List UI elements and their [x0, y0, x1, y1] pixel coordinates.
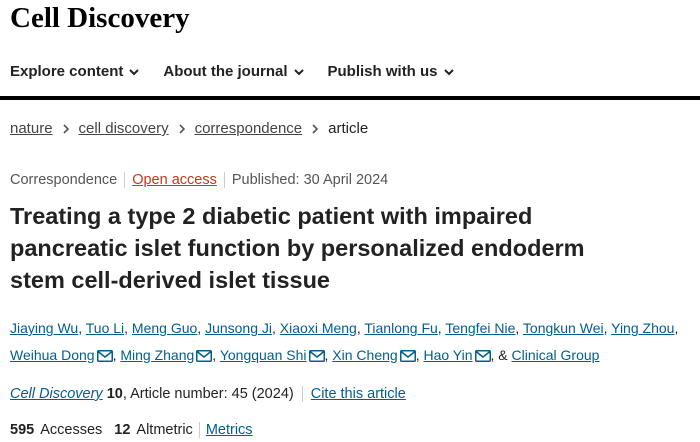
- author-link[interactable]: Weihua Dong: [10, 347, 95, 363]
- divider: [0, 96, 700, 100]
- email-icon: [308, 350, 325, 362]
- author: Meng Guo: [132, 320, 201, 336]
- author-list: Jiaying Wu Tuo Li Meng Guo Junsong Ji Xi…: [10, 315, 700, 369]
- author: Ying Zhou: [611, 320, 678, 336]
- article-title: Treating a type 2 diabetic patient with …: [10, 203, 585, 293]
- open-access-link[interactable]: Open access: [124, 172, 224, 188]
- author: Tongkun Wei: [523, 320, 608, 336]
- altmetric-count: 12: [114, 422, 131, 438]
- accesses-label: Accesses: [40, 422, 103, 438]
- article-number: , Article number: 45 (2024): [122, 386, 294, 402]
- breadcrumb-link[interactable]: nature: [10, 120, 53, 137]
- author-link[interactable]: Meng Guo: [131, 320, 198, 336]
- cite-link[interactable]: Cite this article: [301, 386, 406, 402]
- metrics: 595 Accesses 12 Altmetric Metrics: [10, 422, 253, 438]
- article-meta: Correspondence Open access Published: 30…: [10, 172, 395, 188]
- site-title[interactable]: Cell Discovery: [10, 2, 190, 34]
- author-link[interactable]: Yongquan Shi: [219, 347, 307, 363]
- author-link[interactable]: Junsong Ji: [205, 320, 273, 336]
- chevron-down: [443, 68, 454, 75]
- author: Tianlong Fu: [364, 320, 441, 336]
- nav-label[interactable]: About the journal: [163, 63, 288, 80]
- article-type: Correspondence: [10, 172, 118, 188]
- author: Xiaoxi Meng: [280, 320, 361, 336]
- chevron-right: [179, 123, 185, 134]
- citation: Cell Discovery 10, Article number: 45 (2…: [10, 386, 406, 402]
- author: Hao Yin: [423, 347, 494, 363]
- author-link[interactable]: Jiaying Wu: [10, 320, 79, 336]
- author: Weihua Dong: [10, 347, 116, 363]
- accesses-count: 595: [10, 422, 35, 438]
- journal-link[interactable]: Cell Discovery: [10, 386, 103, 402]
- author-link[interactable]: Xiaoxi Meng: [279, 320, 357, 336]
- volume: 10: [106, 386, 123, 402]
- group-joiner: &: [498, 347, 508, 363]
- nav-label[interactable]: Publish with us: [327, 63, 438, 80]
- breadcrumb-link[interactable]: cell discovery: [78, 120, 169, 137]
- author: Jiaying Wu: [10, 320, 82, 336]
- chevron-down: [129, 68, 140, 75]
- author-link[interactable]: Hao Yin: [423, 347, 473, 363]
- email-icon: [399, 350, 416, 362]
- nav-item[interactable]: Publish with us: [328, 63, 454, 80]
- author-link[interactable]: Ying Zhou: [611, 320, 675, 336]
- author: Xin Cheng: [332, 347, 419, 363]
- nav-label[interactable]: Explore content: [10, 63, 124, 80]
- email-icon: [196, 350, 213, 362]
- author: Yongquan Shi: [220, 347, 329, 363]
- chevron-right: [312, 123, 319, 134]
- breadcrumb-current: article: [328, 120, 369, 137]
- author-link[interactable]: Tuo Li: [85, 320, 125, 336]
- author-link[interactable]: Tianlong Fu: [364, 320, 438, 336]
- chevron-right: [62, 123, 69, 134]
- author: Tuo Li: [86, 320, 128, 336]
- nav-item[interactable]: Explore content: [10, 63, 140, 80]
- nav: Explore content About the journal Publish …: [10, 63, 454, 80]
- metrics-link[interactable]: Metrics: [198, 422, 253, 438]
- group-link[interactable]: Clinical Group: [511, 347, 600, 363]
- email-icon: [96, 350, 113, 362]
- author-link[interactable]: Xin Cheng: [332, 347, 398, 363]
- email-icon: [474, 350, 491, 362]
- nav-item[interactable]: About the journal: [163, 63, 304, 80]
- chevron-down: [293, 68, 304, 75]
- author: Junsong Ji: [205, 320, 276, 336]
- altmetric-label: Altmetric: [136, 422, 193, 438]
- author: Ming Zhang: [120, 347, 216, 363]
- author: Tengfei Nie: [445, 320, 519, 336]
- breadcrumbs: nature cell discovery correspondence articl…: [10, 120, 368, 137]
- author-link[interactable]: Tongkun Wei: [522, 320, 604, 336]
- published-date: Published: 30 April 2024: [223, 172, 395, 188]
- author-link[interactable]: Ming Zhang: [120, 347, 195, 363]
- breadcrumb-link[interactable]: correspondence: [194, 120, 303, 137]
- author-link[interactable]: Tengfei Nie: [445, 320, 516, 336]
